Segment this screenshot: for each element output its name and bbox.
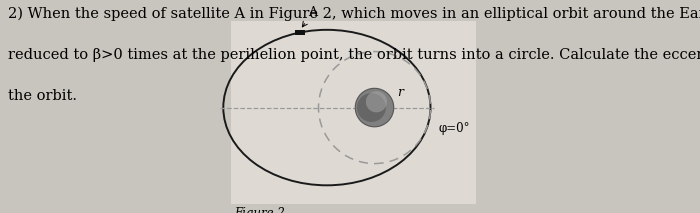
- Text: reduced to β>0 times at the perihelion point, the orbit turns into a circle. Cal: reduced to β>0 times at the perihelion p…: [8, 48, 700, 62]
- Bar: [231, 21, 476, 204]
- Ellipse shape: [366, 91, 387, 112]
- Text: 2) When the speed of satellite A in Figure 2, which moves in an elliptical orbit: 2) When the speed of satellite A in Figu…: [8, 6, 700, 21]
- Text: the orbit.: the orbit.: [8, 89, 78, 104]
- Text: Figure 2: Figure 2: [234, 207, 286, 213]
- Text: φ=0°: φ=0°: [439, 122, 470, 135]
- Text: A: A: [302, 6, 318, 27]
- Ellipse shape: [357, 93, 386, 122]
- Ellipse shape: [355, 88, 393, 127]
- Bar: [295, 30, 305, 35]
- Text: r: r: [397, 86, 402, 99]
